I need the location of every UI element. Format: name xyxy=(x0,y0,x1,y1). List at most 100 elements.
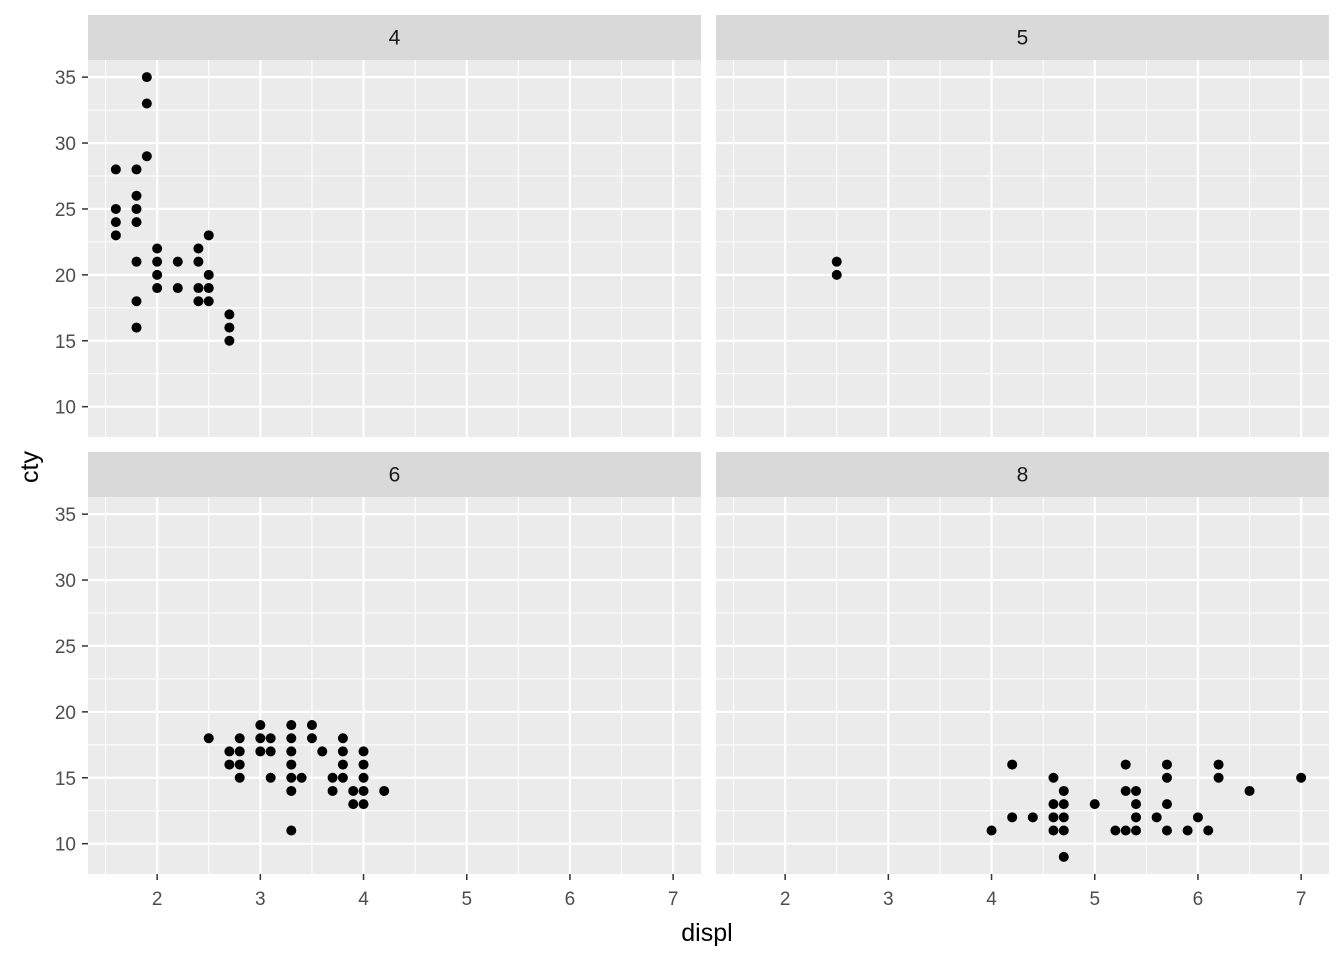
data-point xyxy=(286,825,297,836)
strip-background xyxy=(716,452,1329,497)
y-tick-label: 35 xyxy=(55,505,76,526)
panel-background xyxy=(88,497,701,874)
data-point xyxy=(193,296,204,307)
data-point xyxy=(1161,799,1172,810)
data-point xyxy=(337,733,348,744)
data-point xyxy=(1007,812,1018,823)
data-point xyxy=(1296,772,1307,783)
data-point xyxy=(265,733,276,744)
strip-background xyxy=(88,452,701,497)
data-point xyxy=(152,269,163,280)
data-point xyxy=(1213,772,1224,783)
data-point xyxy=(1213,759,1224,770)
data-point xyxy=(255,720,266,731)
data-point xyxy=(337,746,348,757)
data-point xyxy=(1120,759,1131,770)
data-point xyxy=(327,785,338,796)
data-point xyxy=(1048,812,1059,823)
data-point xyxy=(296,772,307,783)
data-point xyxy=(306,733,317,744)
data-point xyxy=(337,772,348,783)
data-point xyxy=(986,825,997,836)
data-point xyxy=(1161,825,1172,836)
data-point xyxy=(286,772,297,783)
strip-label: 8 xyxy=(1017,464,1029,487)
x-tick-label: 2 xyxy=(780,889,791,910)
data-point xyxy=(337,759,348,770)
strip-background xyxy=(716,15,1329,60)
data-point xyxy=(1131,785,1142,796)
y-tick-label: 20 xyxy=(55,703,76,724)
data-point xyxy=(265,746,276,757)
data-point xyxy=(358,772,369,783)
data-point xyxy=(1048,772,1059,783)
data-point xyxy=(1027,812,1038,823)
facet-panel-8: 8 2 3 4 5 6 7 xyxy=(716,452,1329,910)
data-point xyxy=(131,164,142,175)
data-point xyxy=(1089,799,1100,810)
data-point xyxy=(358,799,369,810)
data-point xyxy=(1151,812,1162,823)
panel-background xyxy=(716,497,1329,874)
data-point xyxy=(1161,772,1172,783)
data-point xyxy=(234,733,245,744)
data-point xyxy=(110,230,121,241)
x-tick-label: 7 xyxy=(1296,889,1307,910)
data-point xyxy=(131,203,142,214)
data-point xyxy=(255,746,266,757)
x-tick-label: 5 xyxy=(461,889,472,910)
panel-background xyxy=(88,60,701,437)
data-point xyxy=(1120,825,1131,836)
panels-layer: 4 10 15 20 25 30 35 5 6 10 15 20 25 30 35 2 3 4 5 6 7 8 2 3 4 5 6 7 xyxy=(55,15,1329,910)
data-point xyxy=(1048,799,1059,810)
data-point xyxy=(286,759,297,770)
data-point xyxy=(234,759,245,770)
data-point xyxy=(1203,825,1214,836)
data-point xyxy=(1058,785,1069,796)
data-point xyxy=(831,269,842,280)
data-point xyxy=(152,243,163,254)
data-point xyxy=(1120,785,1131,796)
x-tick-label: 6 xyxy=(1193,889,1204,910)
data-point xyxy=(110,217,121,228)
data-point xyxy=(131,296,142,307)
data-point xyxy=(224,335,235,346)
data-point xyxy=(234,746,245,757)
data-point xyxy=(1131,812,1142,823)
data-point xyxy=(317,746,328,757)
x-tick-label: 6 xyxy=(565,889,576,910)
data-point xyxy=(193,283,204,294)
data-point xyxy=(172,256,183,267)
x-tick-label: 7 xyxy=(668,889,679,910)
strip-label: 6 xyxy=(389,464,401,487)
data-point xyxy=(152,256,163,267)
y-tick-label: 15 xyxy=(55,769,76,790)
y-tick-label: 30 xyxy=(55,571,76,592)
strip-background xyxy=(88,15,701,60)
y-tick-label: 25 xyxy=(55,200,76,221)
data-point xyxy=(203,283,214,294)
data-point xyxy=(224,746,235,757)
y-tick-label: 35 xyxy=(55,68,76,89)
data-point xyxy=(1058,825,1069,836)
facet-panel-5: 5 xyxy=(716,15,1329,437)
x-tick-label: 4 xyxy=(358,889,369,910)
data-point xyxy=(255,733,266,744)
data-point xyxy=(358,746,369,757)
data-point xyxy=(131,190,142,201)
y-axis-title: cty xyxy=(16,451,44,483)
data-point xyxy=(203,733,214,744)
data-point xyxy=(203,230,214,241)
x-tick-label: 3 xyxy=(255,889,266,910)
data-point xyxy=(1058,799,1069,810)
data-point xyxy=(1058,851,1069,862)
data-point xyxy=(224,759,235,770)
y-tick-label: 20 xyxy=(55,266,76,287)
data-point xyxy=(1161,759,1172,770)
data-point xyxy=(152,283,163,294)
data-point xyxy=(203,269,214,280)
x-tick-label: 3 xyxy=(883,889,894,910)
data-point xyxy=(141,98,152,109)
data-point xyxy=(1131,799,1142,810)
